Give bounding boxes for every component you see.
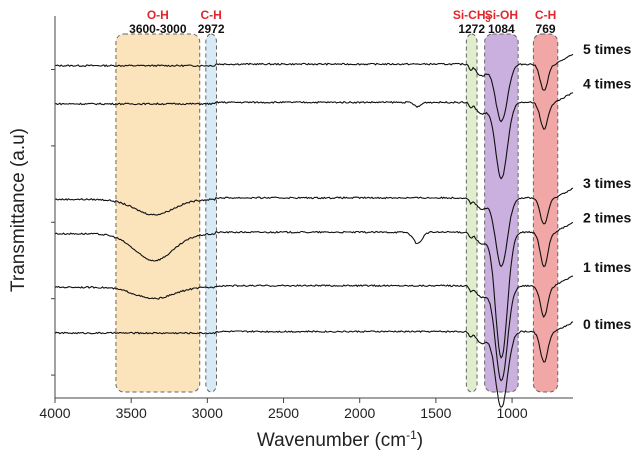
series-label: 3 times <box>583 175 631 191</box>
series-labels: 5 times 4 times 3 times 2 times 1 times 0 tim… <box>583 41 631 332</box>
x-tick-label: 2000 <box>344 405 375 421</box>
x-axis-label-superscript: -1 <box>406 428 417 442</box>
spectrum-line <box>54 275 574 382</box>
band-sublabel: 1084 <box>488 22 515 36</box>
x-tick-label: 1000 <box>496 405 527 421</box>
band-label: C-H <box>535 8 556 22</box>
spectrum-line <box>54 221 574 359</box>
band-labels: O-H3600-3000C-H2972Si-CH31272Si-OH1084C-… <box>129 8 556 36</box>
band-sublabel: 1272 <box>458 22 485 36</box>
series-label: 0 times <box>583 316 631 332</box>
series-label: 1 times <box>583 259 631 275</box>
highlight-band <box>484 33 519 393</box>
band-label: Si-OH <box>485 8 518 22</box>
x-tick-label: 3000 <box>192 405 223 421</box>
series-label: 5 times <box>583 41 631 57</box>
spectrum-line <box>54 187 574 268</box>
y-axis-ticks <box>51 68 55 376</box>
spectrum-line <box>54 321 574 408</box>
series-label: 4 times <box>583 76 631 92</box>
spectrum-line <box>54 53 574 123</box>
band-sublabel: 769 <box>536 22 556 36</box>
x-tick-label: 2500 <box>268 405 299 421</box>
band-sublabel: 2972 <box>198 22 225 36</box>
x-axis-label-close: ) <box>417 430 423 451</box>
x-tick-label: 1500 <box>420 405 451 421</box>
x-axis-label-main: Wavenumber (cm <box>257 430 406 451</box>
highlight-bands <box>115 33 559 393</box>
band-label: Si-CH3 <box>453 8 491 24</box>
highlight-band <box>532 33 559 393</box>
x-tick-label: 3500 <box>116 405 147 421</box>
band-label: O-H <box>147 8 169 22</box>
series-label: 2 times <box>583 209 631 225</box>
x-axis-ticks: 4000 3500 3000 2500 2000 1500 1000 <box>39 398 528 421</box>
highlight-band <box>205 33 217 393</box>
y-axis-label: Transmittance (a.u) <box>8 128 29 292</box>
x-tick-label: 4000 <box>39 405 70 421</box>
band-label: C-H <box>200 8 221 22</box>
band-sublabel: 3600-3000 <box>129 22 187 36</box>
highlight-band <box>115 33 201 393</box>
x-axis-label: Wavenumber (cm-1) <box>257 428 423 451</box>
band-label-subscript: 3 <box>486 14 491 24</box>
highlight-band <box>465 33 478 393</box>
spectrum-line <box>54 92 574 180</box>
spectra-lines <box>54 53 574 408</box>
